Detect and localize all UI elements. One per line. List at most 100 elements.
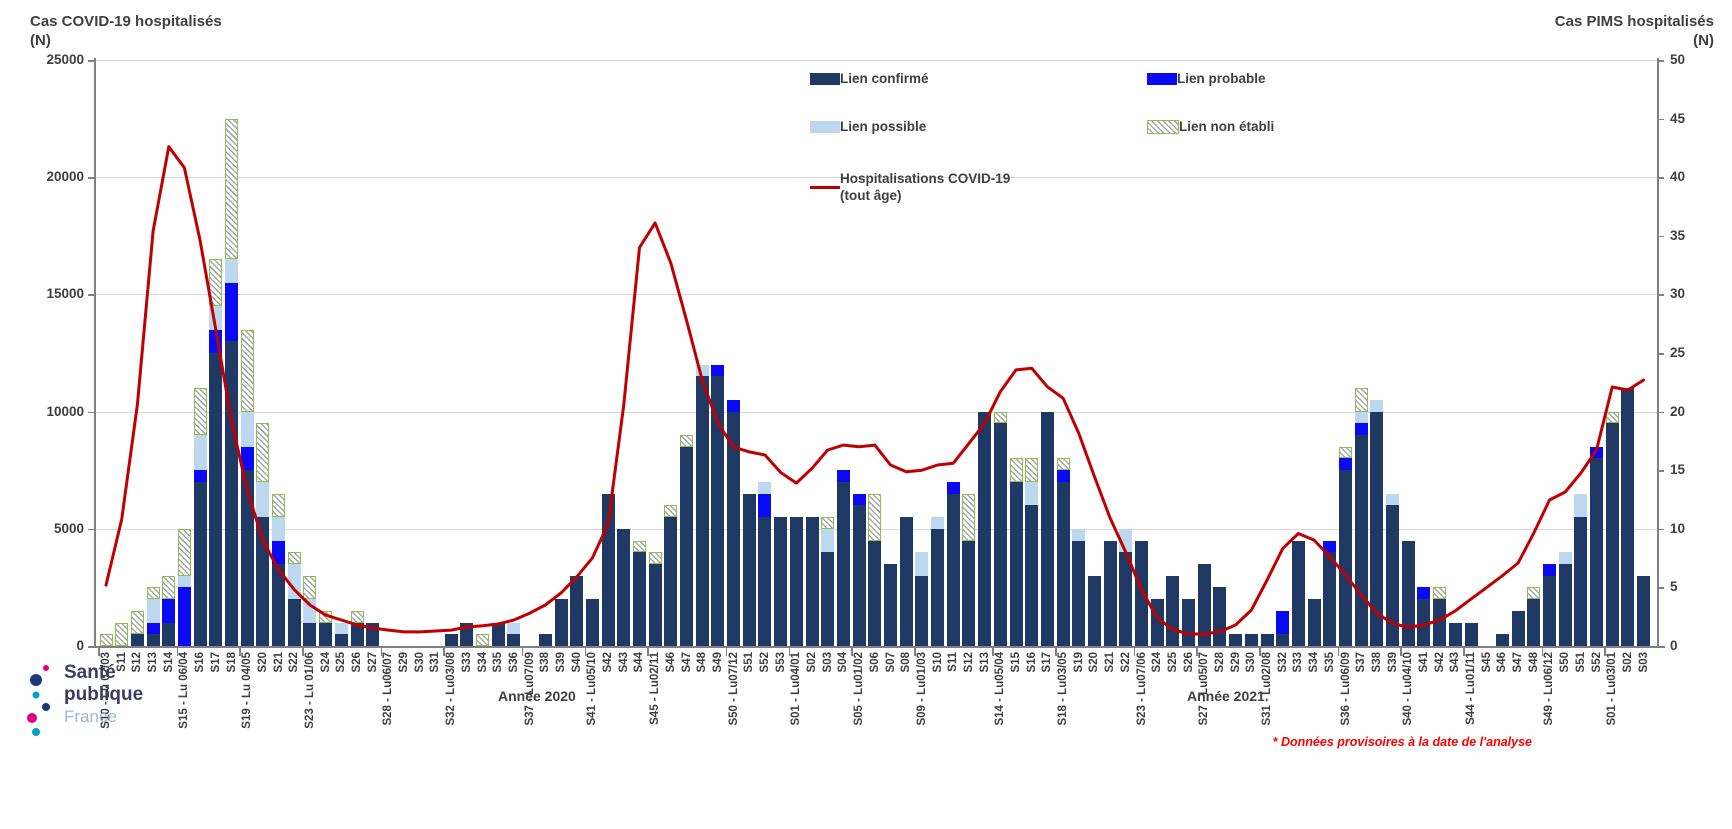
- left-axis-tick-label: 0: [76, 638, 84, 653]
- right-axis-tick-label: 0: [1670, 638, 1678, 653]
- bar-segment-probable: [711, 364, 725, 377]
- bar-segment-confirmed: [884, 563, 897, 646]
- bar-segment-possible: [931, 517, 945, 529]
- bar-segment-non-etabli: [1527, 587, 1541, 600]
- x-axis-label: S25: [335, 652, 348, 673]
- bar-segment-non-etabli: [632, 540, 646, 553]
- legend-label-non-etabli: Lien non établi: [1179, 119, 1275, 134]
- x-axis-label: S16: [194, 652, 207, 673]
- bar-segment-confirmed: [1370, 411, 1384, 646]
- bar-segment-possible: [1386, 493, 1400, 506]
- bar-segment-non-etabli: [1433, 587, 1447, 600]
- bar-segment-confirmed: [1009, 481, 1023, 646]
- right-axis-line: [1657, 58, 1659, 648]
- bar-segment-confirmed: [1495, 634, 1509, 646]
- x-axis-boundary-tick: [584, 646, 587, 656]
- bar-segment-non-etabli: [146, 587, 160, 600]
- bar-segment-possible: [256, 481, 270, 518]
- x-axis-label: S44 - Lu01/11: [1465, 652, 1478, 725]
- bar-segment-confirmed: [1386, 505, 1400, 646]
- bar-segment-probable: [272, 540, 286, 564]
- bar-segment-confirmed: [1135, 540, 1149, 646]
- bar-segment-confirmed: [617, 528, 631, 646]
- x-axis-label: S19 - Lu 04/05: [241, 652, 254, 729]
- x-axis-label: S01 - Lu03/01: [1606, 652, 1619, 726]
- x-axis-label: S29: [1229, 652, 1242, 673]
- bar-segment-confirmed: [680, 446, 694, 646]
- x-axis-boundary-tick: [443, 646, 445, 656]
- left-axis-tick-label: 5000: [53, 520, 84, 536]
- x-axis-label: S20: [1088, 652, 1101, 673]
- bar-segment-confirmed: [225, 341, 239, 646]
- x-axis-label: S22: [1119, 652, 1132, 673]
- legend-swatch-covid-line: [810, 185, 840, 189]
- x-axis-label: S31: [429, 652, 442, 673]
- left-axis-tick: [88, 60, 95, 62]
- right-axis-tick-label: 20: [1670, 403, 1686, 419]
- bar-segment-confirmed: [962, 540, 976, 646]
- bar-segment-non-etabli: [130, 610, 144, 635]
- bar-segment-non-etabli: [868, 493, 882, 541]
- bar-segment-confirmed: [1260, 634, 1274, 646]
- bar-segment-possible: [209, 306, 223, 330]
- logo-text-publique: publique: [64, 684, 144, 705]
- bar-segment-confirmed: [1025, 505, 1039, 646]
- x-axis-label: S26: [351, 652, 364, 673]
- bar-segment-possible: [287, 563, 301, 600]
- bar-segment-non-etabli: [303, 575, 317, 600]
- bar-segment-confirmed: [1637, 575, 1651, 646]
- bar-segment-confirmed: [1401, 540, 1415, 646]
- left-axis-title-line1: Cas COVID-19 hospitalisés: [30, 13, 222, 30]
- bar-segment-confirmed: [758, 517, 772, 646]
- bar-segment-possible: [193, 435, 207, 471]
- right-axis-tick-label: 25: [1670, 345, 1686, 360]
- bar-segment-probable: [225, 282, 239, 342]
- bar-segment-confirmed: [1339, 470, 1352, 646]
- bar-segment-probable: [1056, 470, 1070, 482]
- x-axis-label: S13: [978, 652, 991, 673]
- bar-segment-confirmed: [303, 622, 317, 646]
- bar-segment-confirmed: [1433, 599, 1447, 646]
- x-axis-label: S48: [696, 652, 709, 673]
- right-axis-tick: [1657, 118, 1664, 121]
- bar-segment-confirmed: [852, 505, 866, 646]
- bar-segment-non-etabli: [476, 634, 490, 646]
- bar-segment-confirmed: [1417, 599, 1431, 646]
- bar-segment-non-etabli: [162, 575, 176, 600]
- x-axis-label: S49: [711, 652, 724, 673]
- bar-segment-confirmed: [931, 528, 945, 646]
- x-axis-label: S30: [413, 652, 426, 673]
- bar-segment-possible: [225, 259, 239, 283]
- x-axis-label: S28: [1213, 652, 1226, 673]
- legend-item-covid-line: Hospitalisations COVID-19 (tout âge): [810, 170, 1010, 204]
- bar-segment-confirmed: [664, 517, 678, 646]
- bar-segment-probable: [758, 493, 772, 518]
- x-axis-label: S29: [398, 652, 411, 673]
- x-axis-label: S28 - Lu06/07: [382, 652, 395, 726]
- legend-swatch-non-etabli: [1147, 119, 1179, 134]
- left-axis-tick-label: 20000: [46, 169, 84, 185]
- bar-segment-confirmed: [162, 622, 176, 646]
- x-axis-label: S03: [1637, 652, 1650, 673]
- bar-segment-possible: [146, 599, 160, 623]
- x-axis-boundary-tick: [1196, 646, 1198, 656]
- bar-segment-confirmed: [554, 599, 568, 646]
- x-axis-label: S42: [1433, 652, 1446, 673]
- bar-segment-confirmed: [256, 517, 270, 646]
- right-axis-tick: [1657, 294, 1664, 296]
- x-axis-label: S02: [1621, 652, 1634, 673]
- gridline: [95, 60, 1657, 61]
- x-axis-label: S23 - Lu 01/06: [303, 652, 316, 729]
- x-axis-label: S24: [319, 652, 332, 673]
- x-axis-boundary-tick: [1133, 646, 1136, 656]
- left-axis-tick-label: 25000: [46, 52, 84, 67]
- x-axis-label: S47: [680, 652, 693, 673]
- right-axis-tick: [1657, 587, 1664, 589]
- bar-segment-non-etabli: [664, 505, 678, 518]
- x-axis-label: S47: [1512, 652, 1525, 673]
- right-axis-tick-label: 5: [1670, 579, 1678, 595]
- gridline: [95, 411, 1657, 413]
- bar-segment-confirmed: [774, 517, 788, 646]
- bar-segment-probable: [852, 493, 866, 506]
- bar-segment-probable: [1339, 458, 1352, 471]
